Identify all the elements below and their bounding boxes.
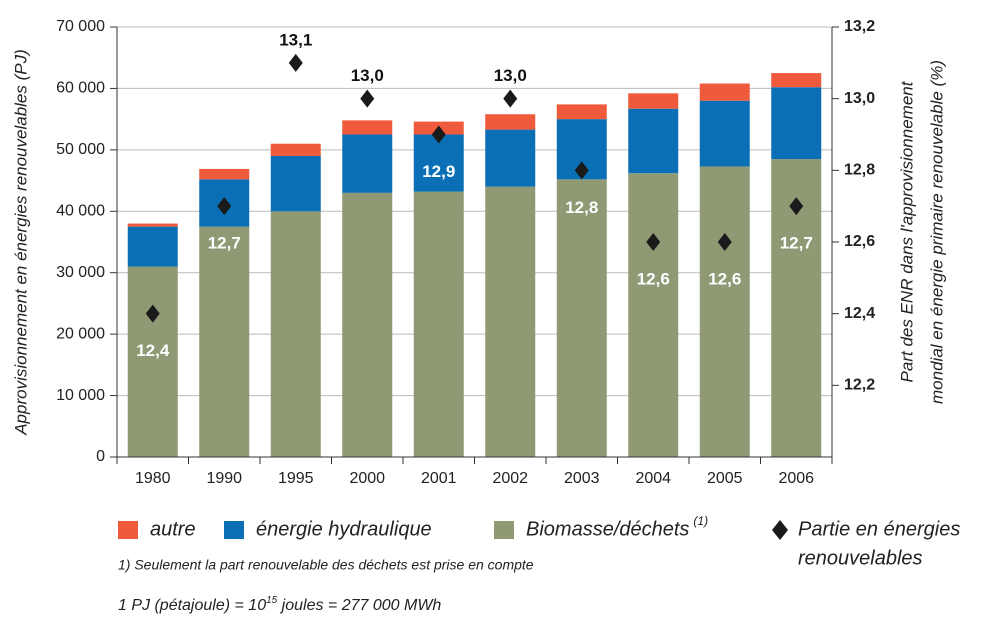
bar-segment [342,192,393,457]
bar-segment [127,266,178,457]
bar-segment [771,87,822,160]
y-tick-label: 20 000 [56,325,105,342]
y-tick-label: 30 000 [56,264,105,281]
x-tick-label: 1990 [206,470,242,487]
y-tick-label: 70 000 [56,18,105,35]
bar-segment [127,223,178,227]
y2-tick-label: 12,4 [844,305,875,322]
data-label: 12,7 [780,234,813,253]
bar-segment [699,166,750,457]
bar-segment [342,120,393,135]
bar-segment [270,156,321,212]
x-tick-label: 2000 [349,470,385,487]
x-tick-label: 1995 [278,470,314,487]
marker-diamond [360,89,375,108]
legend-note: (1) [693,514,708,528]
bar-segment [771,73,822,88]
unit-note-part: 1 PJ (pétajoule) = 10 [118,597,266,614]
legend-label: Partie en énergies [798,518,960,540]
bar-segment [270,143,321,156]
y-tick-label: 50 000 [56,141,105,158]
y-tick-label: 60 000 [56,80,105,97]
legend-label: énergie hydraulique [256,518,432,540]
x-tick-label: 2005 [707,470,743,487]
bar-segment [270,211,321,457]
bar-segment [628,93,679,109]
bar-segment [342,134,393,193]
marker-diamond [217,197,232,216]
legend-label: autre [150,518,196,540]
x-tick-label: 2003 [564,470,600,487]
y-axis-label: Approvisionnement en énergies renouvelab… [11,49,30,436]
data-label: 12,4 [136,341,170,360]
data-label: 13,0 [351,66,384,85]
bar-segment [699,100,750,167]
data-label: 12,7 [208,234,241,253]
x-tick-label: 2001 [421,470,457,487]
marker-diamond [288,53,303,72]
data-label: 12,8 [565,198,598,217]
y2-tick-label: 13,0 [844,90,875,107]
bar-segment [556,179,607,458]
data-label: 12,6 [708,269,741,288]
legend-swatch [118,521,138,539]
bar-segment [199,168,250,180]
y2-tick-label: 13,2 [844,18,875,35]
bar-segment [485,129,536,187]
data-label: 12,6 [637,269,670,288]
bar-segment [413,134,464,192]
x-tick-label: 1980 [135,470,171,487]
marker-diamond [789,197,804,216]
marker-diamond [574,161,589,180]
bar-segment [413,191,464,457]
legend-swatch [224,521,244,539]
legend-swatch [494,521,514,539]
marker-diamond [145,304,160,323]
y2-tick-label: 12,6 [844,233,875,250]
legend-label: Biomasse/déchets [526,518,689,540]
legend-label: renouvelables [798,547,923,569]
marker-diamond [503,89,518,108]
y2-tick-label: 12,2 [844,377,875,394]
x-tick-label: 2006 [778,470,814,487]
bar-segment [199,226,250,457]
y2-axis-label: Part des ENR dans l'approvisionnement [897,80,916,382]
data-label: 13,0 [494,66,527,85]
unit-note-part: joules = 277 000 MWh [277,597,441,614]
data-label: 12,9 [422,162,455,181]
y2-axis-label: mondial en énergie primaire renouvelable… [927,60,946,404]
y2-tick-label: 12,8 [844,162,875,179]
unit-note: 1 PJ (pétajoule) = 1015 joules = 277 000… [118,595,441,615]
bar-segment [485,114,536,130]
bar-segment [628,173,679,457]
marker-diamond [646,233,661,251]
unit-note-exponent: 15 [266,595,278,606]
y-tick-label: 10 000 [56,387,105,404]
bar-segment [127,226,178,267]
marker-diamond [431,125,446,144]
y-tick-label: 0 [96,448,105,465]
bar-segment [485,186,536,457]
footnote: 1) Seulement la part renouvelable des dé… [118,557,534,573]
data-label: 13,1 [279,30,312,49]
bar-segment [628,108,679,174]
y-tick-label: 40 000 [56,203,105,220]
bar-segment [556,104,607,120]
x-tick-label: 2004 [635,470,671,487]
bar-segment [699,83,750,101]
x-tick-label: 2002 [492,470,528,487]
legend-marker [772,520,788,540]
marker-diamond [717,233,732,251]
